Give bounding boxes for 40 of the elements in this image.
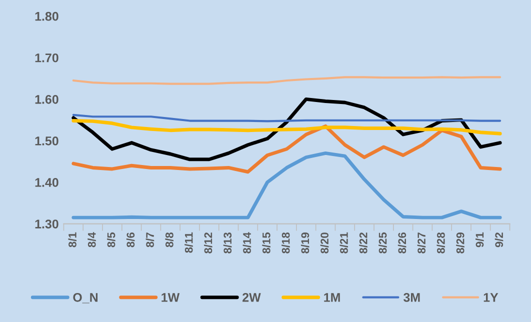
legend-label: 2W <box>242 292 261 302</box>
x-tick-label: 8/21 <box>340 232 348 254</box>
x-tick-label: 9/1 <box>475 232 484 248</box>
x-tick-label: 8/8 <box>165 232 174 248</box>
y-tick-label: 1.60 <box>35 94 58 104</box>
legend-label: 1W <box>162 293 180 302</box>
x-tick-label: 8/13 <box>223 232 232 254</box>
x-tick-label: 8/25 <box>378 232 387 254</box>
x-tick-label: 8/6 <box>126 232 135 248</box>
legend-label: 3M <box>403 292 420 302</box>
y-tick-label: 1.80 <box>35 12 58 21</box>
legend-label: O_N <box>73 292 98 304</box>
legend-label: 1Y <box>484 293 498 302</box>
x-tick-label: 8/12 <box>204 232 212 254</box>
line-series <box>72 76 502 85</box>
line-series <box>72 119 502 136</box>
x-tick-label: 8/11 <box>184 232 193 253</box>
x-tick-label: 8/26 <box>398 232 406 254</box>
y-tick-label: 1.50 <box>35 136 58 146</box>
y-tick-label: 1.40 <box>35 178 58 187</box>
x-tick-label: 8/4 <box>88 232 96 248</box>
x-tick-label: 8/20 <box>320 232 329 254</box>
x-tick-label: 8/28 <box>436 232 445 254</box>
legend-label: 1M <box>324 293 340 302</box>
line-series <box>72 151 502 220</box>
x-tick-label: 8/27 <box>417 232 426 254</box>
x-tick-label: 8/7 <box>146 232 154 248</box>
x-tick-label: 8/5 <box>107 232 116 248</box>
line-series <box>72 124 502 174</box>
x-tick-label: 8/18 <box>282 232 290 254</box>
x-tick-label: 9/2 <box>494 232 504 248</box>
x-tick-label: 8/14 <box>242 232 252 254</box>
x-tick-label: 8/19 <box>300 232 310 254</box>
x-tick-label: 8/15 <box>262 232 270 254</box>
x-tick-label: 8/29 <box>456 232 464 254</box>
x-tick-label: 8/22 <box>359 232 368 254</box>
y-tick-label: 1.30 <box>35 220 58 228</box>
line-series <box>72 114 502 122</box>
x-tick-label: 8/1 <box>68 232 77 248</box>
y-tick-label: 1.70 <box>35 53 58 62</box>
